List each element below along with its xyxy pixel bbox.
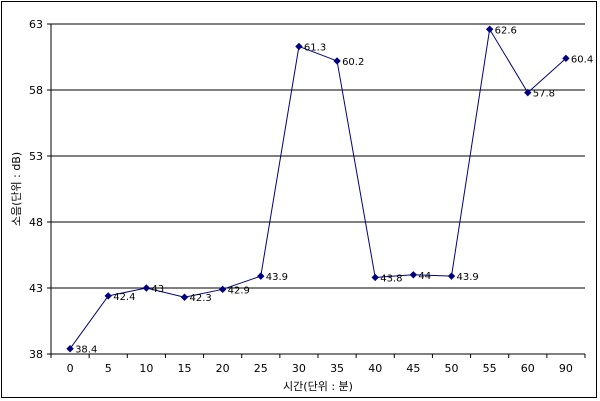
- data-label: 42.3: [190, 293, 212, 304]
- data-point: [142, 284, 151, 292]
- y-tick-label: 43: [29, 282, 43, 295]
- x-tick-label: 15: [178, 362, 192, 375]
- x-tick-label: 10: [139, 362, 153, 375]
- x-tick-label: 40: [368, 362, 382, 375]
- data-label: 38.4: [75, 345, 97, 356]
- data-point: [66, 345, 74, 353]
- data-label: 60.4: [571, 54, 593, 65]
- data-label: 43.9: [457, 272, 479, 283]
- y-tick-label: 53: [29, 150, 43, 163]
- series-polyline: [69, 27, 567, 350]
- data-label: 43.9: [266, 272, 288, 283]
- data-point: [524, 88, 532, 97]
- x-tick-label: 55: [483, 362, 497, 375]
- x-tick-label: 60: [521, 362, 535, 375]
- x-tick-label: 5: [105, 362, 112, 375]
- data-point: [295, 42, 303, 51]
- data-label: 43: [151, 284, 164, 295]
- x-tick-label: 45: [406, 362, 420, 375]
- data-label: 42.9: [228, 285, 250, 296]
- y-tick-label: 58: [29, 84, 43, 97]
- data-point: [218, 285, 227, 294]
- x-tick-label: 50: [445, 362, 459, 375]
- data-label: 43.8: [380, 273, 402, 284]
- x-tick-label: 35: [330, 362, 344, 375]
- x-tick-label: 20: [216, 362, 230, 375]
- y-axis-title: 소음(단위 : dB): [10, 152, 23, 226]
- data-label: 57.8: [533, 89, 555, 100]
- series-line: [69, 27, 567, 350]
- data-point: [333, 57, 341, 65]
- y-tick-label: 48: [29, 216, 43, 229]
- data-point: [562, 54, 570, 63]
- y-tick-label: 63: [29, 18, 43, 31]
- data-labels: 38.4 42.4 43 42.3 42.9 43.9 61.3 60.2 43.8 44 43.9…: [75, 25, 593, 355]
- data-label: 44: [418, 271, 431, 282]
- data-point: [257, 272, 265, 280]
- x-tick-label: 25: [254, 362, 268, 375]
- data-markers: [66, 25, 570, 353]
- x-axis-title: 시간(단위 : 분): [283, 380, 353, 393]
- y-tick-label: 38: [29, 348, 43, 361]
- data-point: [447, 272, 456, 280]
- data-point: [104, 292, 112, 300]
- data-point: [409, 271, 418, 279]
- x-tick-label: 90: [559, 362, 573, 375]
- tick-labels: 38 43 48 53 58 63 0 5 10 15 20 25 30 35 40 45 50 55 60 90: [29, 18, 573, 375]
- x-tick-label: 30: [292, 362, 306, 375]
- x-tick-label: 0: [67, 362, 74, 375]
- data-label: 62.6: [495, 25, 517, 36]
- axes: [47, 23, 586, 358]
- data-point: [180, 293, 189, 301]
- data-label: 42.4: [113, 292, 135, 303]
- grid-lines: [51, 23, 585, 355]
- data-point: [485, 25, 494, 33]
- data-label: 60.2: [342, 57, 364, 68]
- data-label: 61.3: [304, 42, 326, 53]
- data-point: [371, 273, 379, 282]
